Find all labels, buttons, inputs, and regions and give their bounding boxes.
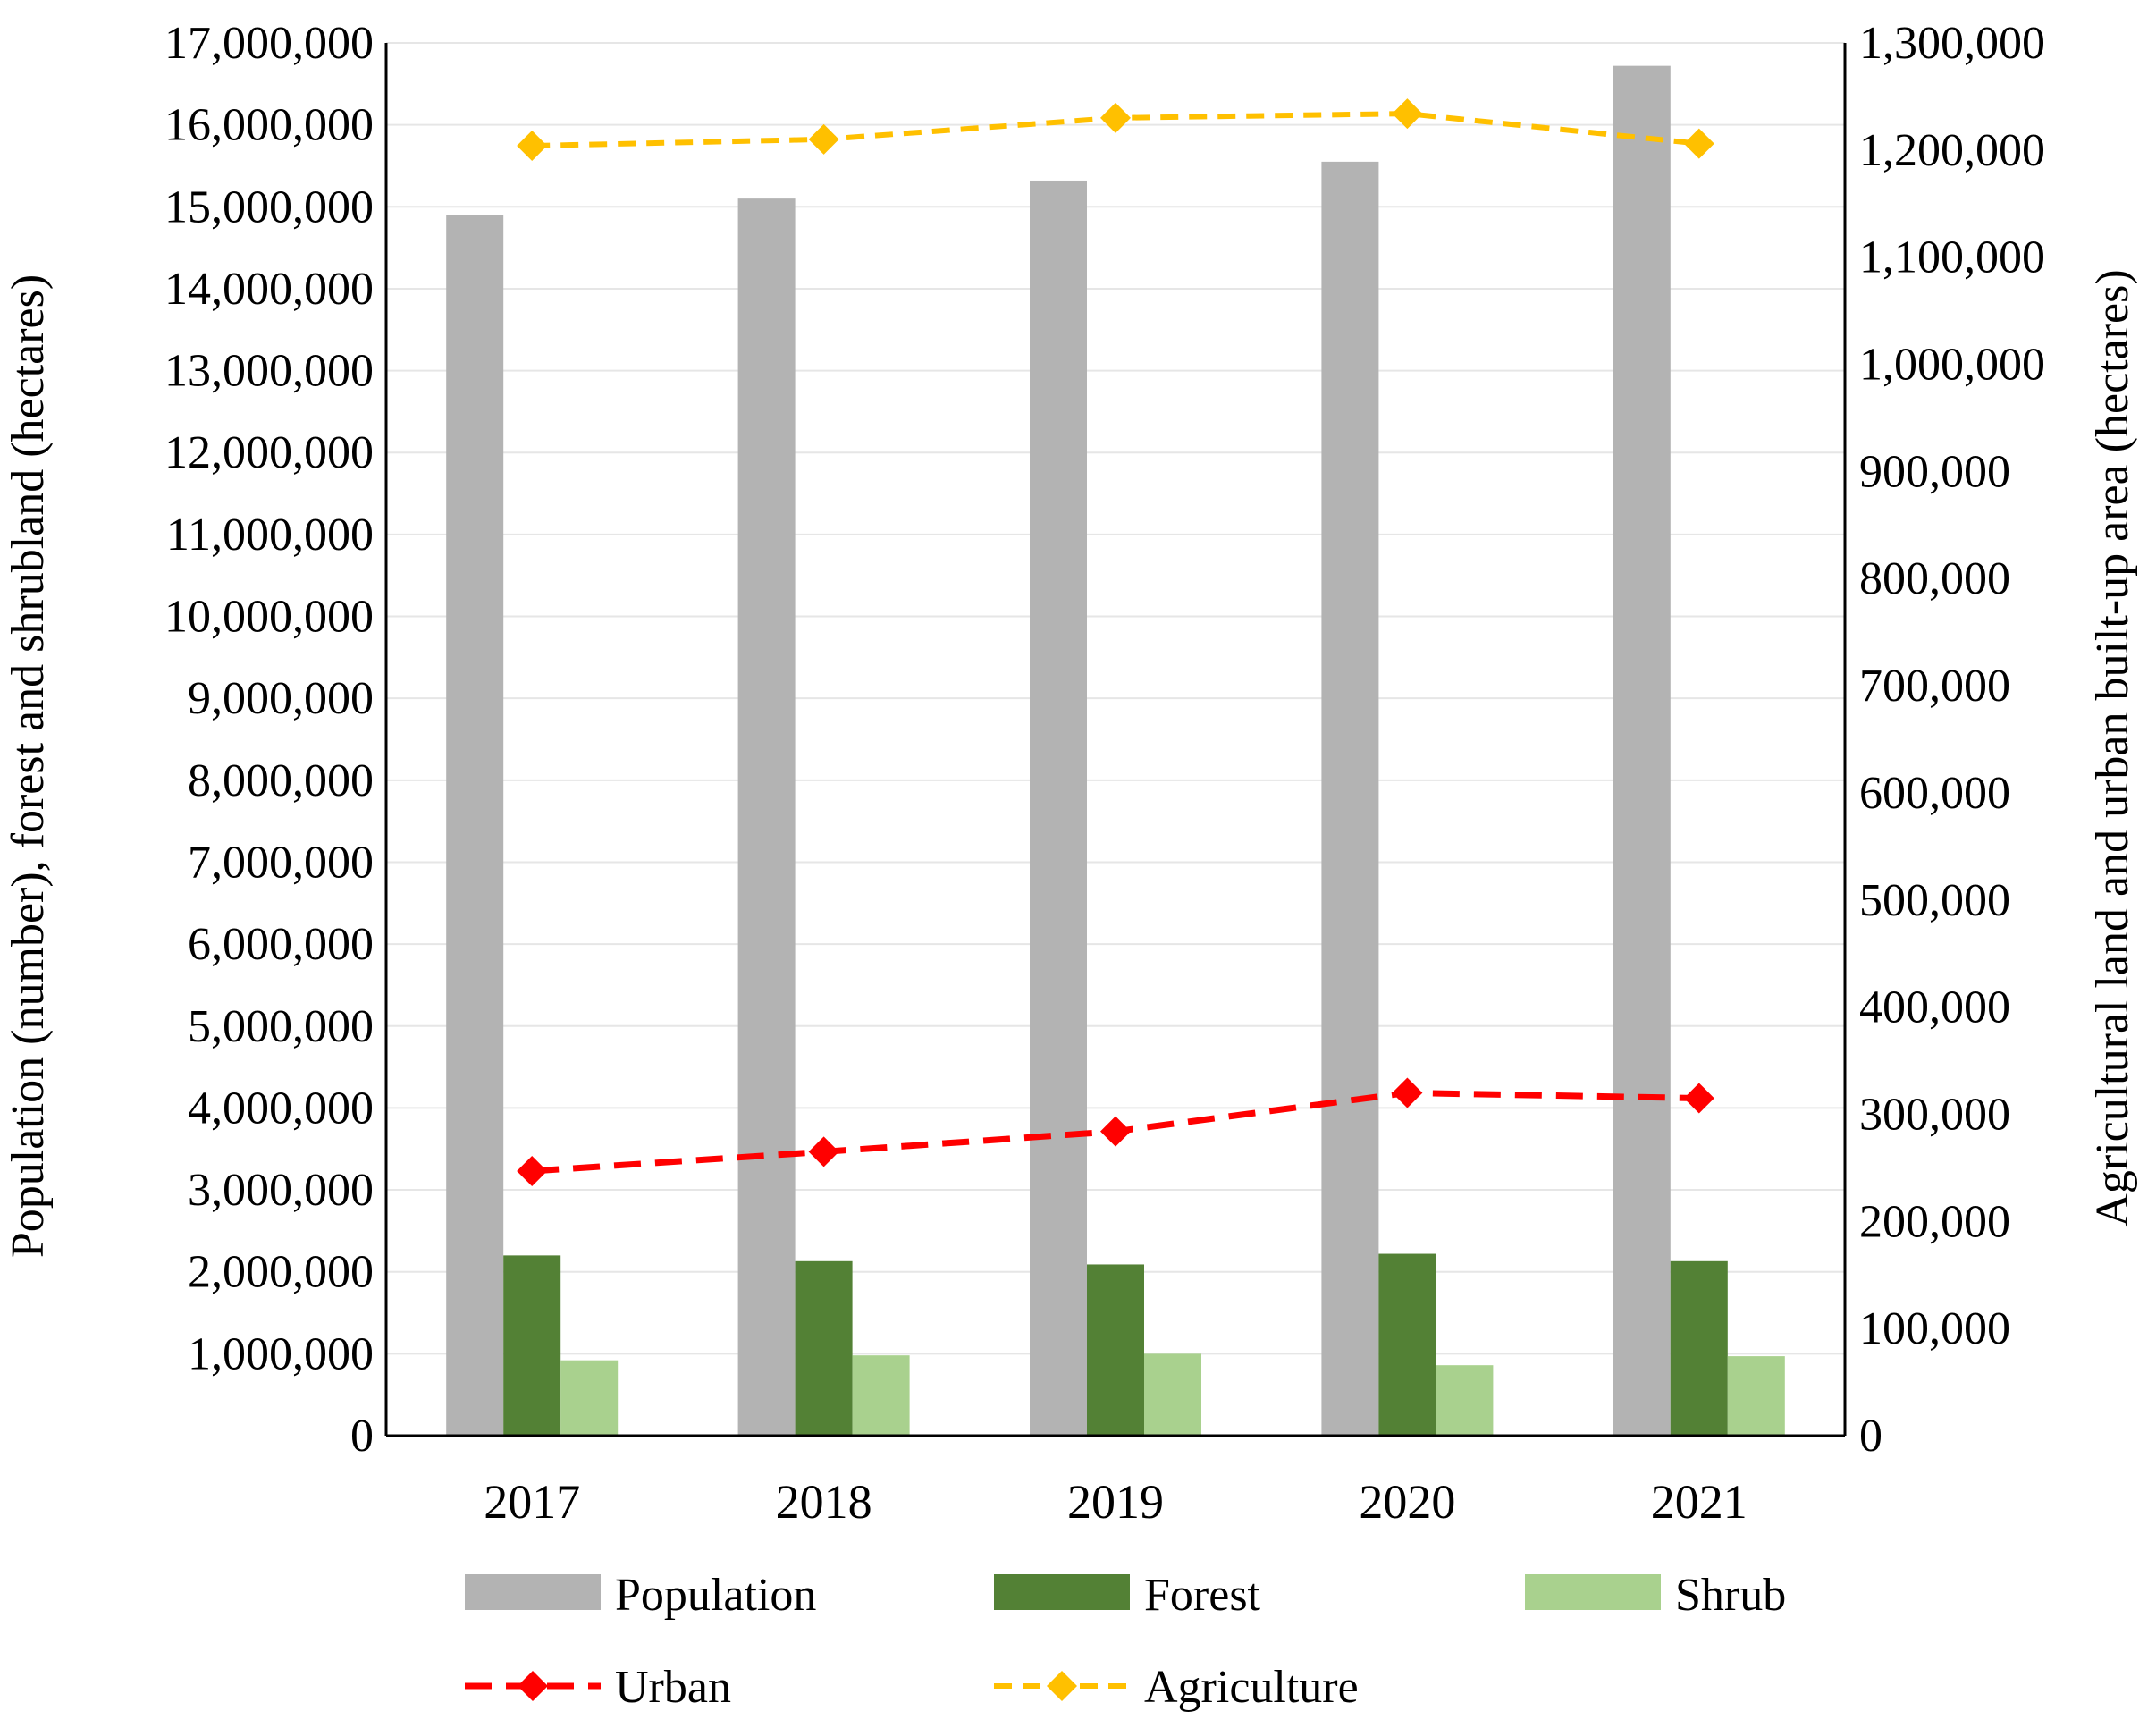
population-legend-label: Population bbox=[615, 1570, 816, 1621]
shrub-legend-swatch bbox=[1525, 1574, 1661, 1610]
forest-bar bbox=[795, 1260, 853, 1436]
right-tick-label: 300,000 bbox=[1859, 1089, 2010, 1140]
right-tick-label: 600,000 bbox=[1859, 768, 2010, 819]
agriculture-legend-marker bbox=[1047, 1671, 1077, 1701]
shrub-bar bbox=[1436, 1365, 1494, 1436]
population-bar bbox=[1321, 161, 1379, 1437]
left-tick-label: 8,000,000 bbox=[188, 755, 374, 806]
left-tick-label: 0 bbox=[350, 1411, 374, 1462]
left-tick-label: 10,000,000 bbox=[164, 592, 374, 643]
left-tick-label: 2,000,000 bbox=[188, 1247, 374, 1298]
forest-bar bbox=[503, 1255, 561, 1436]
urban-point bbox=[808, 1136, 839, 1167]
right-tick-label: 400,000 bbox=[1859, 982, 2010, 1033]
gridlines bbox=[386, 42, 1845, 1355]
left-tick-label: 11,000,000 bbox=[166, 510, 374, 561]
right-tick-label: 100,000 bbox=[1859, 1303, 2010, 1354]
urban-point bbox=[517, 1155, 548, 1186]
agriculture-point bbox=[1392, 98, 1423, 130]
urban-point bbox=[1683, 1083, 1714, 1114]
right-tick-label: 0 bbox=[1859, 1411, 1882, 1462]
axes bbox=[384, 43, 1847, 1437]
agriculture-point bbox=[1683, 128, 1714, 159]
right-axis-title: Agricultural land and urban built-up are… bbox=[2087, 269, 2138, 1226]
agriculture-legend-label: Agriculture bbox=[1144, 1662, 1359, 1713]
urban-point bbox=[1100, 1116, 1131, 1147]
left-tick-label: 12,000,000 bbox=[164, 427, 374, 478]
right-tick-label: 800,000 bbox=[1859, 553, 2010, 604]
x-tick-label: 2021 bbox=[1651, 1475, 1748, 1529]
urban-legend-label: Urban bbox=[615, 1662, 731, 1713]
forest-legend-label: Forest bbox=[1144, 1570, 1261, 1621]
shrub-legend-label: Shrub bbox=[1675, 1570, 1786, 1621]
bar-series bbox=[446, 65, 1785, 1437]
population-bar bbox=[446, 215, 504, 1436]
forest-bar bbox=[1670, 1260, 1728, 1436]
right-tick-label: 1,100,000 bbox=[1859, 232, 2045, 283]
right-tick-label: 1,000,000 bbox=[1859, 340, 2045, 391]
forest-legend-swatch bbox=[994, 1574, 1130, 1610]
urban-point bbox=[1392, 1077, 1423, 1108]
population-bar bbox=[737, 198, 796, 1437]
right-tick-label: 200,000 bbox=[1859, 1196, 2010, 1247]
agriculture-point bbox=[808, 123, 839, 155]
left-tick-label: 7,000,000 bbox=[188, 837, 374, 888]
x-tick-label: 2018 bbox=[776, 1475, 872, 1529]
left-tick-label: 1,000,000 bbox=[188, 1328, 374, 1379]
right-tick-label: 1,200,000 bbox=[1859, 125, 2045, 176]
population-legend-swatch bbox=[465, 1574, 601, 1610]
urban-legend-marker bbox=[518, 1671, 548, 1701]
left-tick-label: 4,000,000 bbox=[188, 1083, 374, 1134]
forest-bar bbox=[1087, 1264, 1144, 1436]
right-tick-label: 700,000 bbox=[1859, 661, 2010, 712]
left-tick-label: 17,000,000 bbox=[164, 18, 374, 69]
left-tick-label: 3,000,000 bbox=[188, 1165, 374, 1216]
left-tick-label: 5,000,000 bbox=[188, 1001, 374, 1052]
shrub-bar bbox=[852, 1355, 910, 1436]
forest-bar bbox=[1378, 1253, 1436, 1436]
shrub-bar bbox=[1144, 1353, 1201, 1436]
population-bar bbox=[1613, 65, 1671, 1437]
left-tick-label: 9,000,000 bbox=[188, 673, 374, 724]
x-tick-label: 2020 bbox=[1359, 1475, 1455, 1529]
x-tick-label: 2017 bbox=[484, 1475, 580, 1529]
population-bar bbox=[1030, 180, 1087, 1437]
left-tick-label: 15,000,000 bbox=[164, 181, 374, 232]
legend: Population Forest Shrub Urban Agriculture bbox=[465, 1570, 1786, 1713]
right-tick-label: 1,300,000 bbox=[1859, 18, 2045, 69]
shrub-bar bbox=[560, 1360, 619, 1436]
shrub-bar bbox=[1727, 1356, 1785, 1436]
agriculture-point bbox=[1100, 102, 1131, 133]
agriculture-point bbox=[517, 131, 548, 162]
tick-labels: 0 1,000,000 2,000,000 3,000,000 4,000,000 5,0… bbox=[164, 18, 2045, 1529]
left-tick-label: 6,000,000 bbox=[188, 919, 374, 970]
x-tick-label: 2019 bbox=[1067, 1475, 1164, 1529]
left-tick-label: 14,000,000 bbox=[164, 264, 374, 315]
left-tick-label: 16,000,000 bbox=[164, 100, 374, 151]
line-series bbox=[517, 98, 1714, 1186]
right-tick-label: 500,000 bbox=[1859, 875, 2010, 926]
right-tick-label: 900,000 bbox=[1859, 446, 2010, 497]
left-axis-title: Population (number), forest and shrublan… bbox=[3, 274, 54, 1258]
left-tick-label: 13,000,000 bbox=[164, 346, 374, 397]
